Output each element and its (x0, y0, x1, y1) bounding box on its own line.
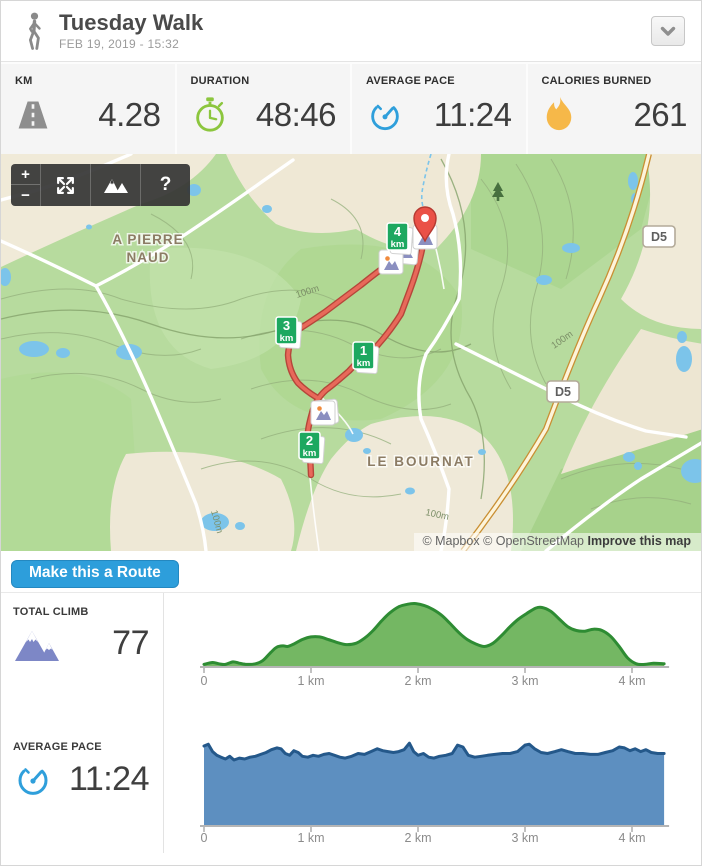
x-axis-tick-label: 3 km (511, 831, 538, 845)
expand-menu-button[interactable] (651, 16, 685, 46)
contour-label-100m: 100m (424, 507, 450, 523)
x-axis-tick-label: 4 km (618, 674, 645, 688)
fullscreen-button[interactable] (40, 164, 90, 206)
chevron-down-icon (660, 26, 676, 36)
svg-text:D5: D5 (555, 385, 571, 399)
x-axis-tick-label: 1 km (297, 674, 324, 688)
walking-activity-icon (29, 12, 41, 50)
page-title: Tuesday Walk (59, 9, 204, 35)
svg-text:km: km (391, 239, 405, 250)
road-shield-d5: D5 (642, 225, 676, 248)
stopwatch-icon (195, 97, 224, 132)
svg-text:2: 2 (306, 433, 313, 448)
make-route-button[interactable]: Make this a Route (11, 560, 179, 588)
actions-row: Make this a Route (1, 551, 701, 592)
stat-value-pace: 11:24 (433, 96, 512, 133)
speedometer-icon (18, 768, 48, 795)
total-climb-value: 77 (112, 624, 149, 662)
x-axis-tick-label: 1 km (297, 831, 324, 845)
stats-bar: KM 4.28 DURATION 48:46 (1, 62, 701, 154)
road-shield-d5: D5 (546, 380, 580, 403)
average-pace-label: AVERAGE PACE (13, 741, 102, 753)
fullscreen-icon (57, 176, 74, 194)
map-canvas[interactable]: 4 km 3 km 1 km 2 km (1, 154, 701, 551)
terrain-button[interactable] (90, 164, 140, 206)
average-pace-panel: AVERAGE PACE 11:24 (1, 707, 164, 853)
svg-text:3: 3 (283, 318, 290, 333)
svg-text:4: 4 (394, 224, 402, 239)
stat-distance: KM 4.28 (1, 64, 175, 154)
km-marker-2: 2 km (298, 431, 326, 465)
total-climb-panel: TOTAL CLIMB 77 (1, 593, 164, 707)
mountains-climb-icon (15, 630, 59, 661)
pace-chart: 0 1 km 2 km 3 km 4 km (200, 741, 670, 845)
road-d5 (460, 154, 652, 551)
osm-attribution-link[interactable]: © OpenStreetMap (483, 534, 585, 548)
x-axis-tick-label: 2 km (404, 831, 431, 845)
stat-value-duration: 48:46 (255, 96, 337, 133)
map-controls: + − ? (11, 164, 190, 206)
stat-label: KM (15, 75, 33, 87)
mountains-icon (103, 179, 128, 193)
zoom-in-button[interactable]: + (11, 164, 40, 185)
stat-average-pace: AVERAGE PACE 11:24 (350, 64, 526, 154)
stat-label: CALORIES BURNED (541, 75, 652, 87)
zoom-out-button[interactable]: − (21, 187, 30, 204)
flame-icon (546, 97, 571, 131)
speedometer-icon (371, 104, 399, 131)
improve-map-link[interactable]: Improve this map (587, 534, 692, 548)
svg-text:1: 1 (360, 343, 367, 358)
x-axis-tick-label: 2 km (404, 674, 431, 688)
svg-text:km: km (280, 333, 294, 344)
average-pace-value: 11:24 (68, 759, 150, 798)
km-marker-4: 4 km (386, 222, 414, 256)
x-axis-tick-label: 0 (201, 831, 208, 845)
tree-icon (492, 182, 504, 201)
svg-text:km: km (303, 448, 317, 459)
svg-text:km: km (357, 358, 371, 369)
km-marker-1: 1 km (352, 341, 380, 375)
activity-date: FEB 19, 2019 - 15:32 (59, 37, 180, 52)
stat-value-calories: 261 (633, 96, 687, 133)
elevation-chart: 0 1 km 2 km 3 km 4 km (200, 602, 670, 688)
mapbox-attribution-link[interactable]: © Mapbox (422, 534, 480, 548)
header-titles: Tuesday Walk FEB 19, 2019 - 15:32 (59, 11, 203, 51)
elevation-chart-wrap: 0 1 km 2 km 3 km 4 km (164, 593, 701, 707)
km-marker-3: 3 km (275, 316, 303, 350)
stat-duration: DURATION 48:46 (174, 64, 351, 154)
pace-chart-wrap: 0 1 km 2 km 3 km 4 km (164, 707, 701, 853)
x-axis-tick-label: 4 km (618, 831, 645, 845)
stream (420, 154, 432, 211)
total-climb-section: TOTAL CLIMB 77 0 1 km 2 km 3 km 4 km (1, 592, 701, 707)
photo-marker[interactable] (310, 398, 340, 426)
map-label-naud: NAUD (127, 250, 170, 265)
stat-value-distance: 4.28 (98, 96, 161, 133)
total-climb-label: TOTAL CLIMB (13, 606, 89, 618)
svg-text:D5: D5 (651, 230, 667, 244)
stat-label: DURATION (190, 75, 250, 87)
header: Tuesday Walk FEB 19, 2019 - 15:32 (1, 1, 701, 62)
map-label-le-bournat: LE BOURNAT (367, 454, 475, 469)
map: 4 km 3 km 1 km 2 km (1, 154, 701, 551)
stat-label: AVERAGE PACE (366, 75, 455, 87)
stat-calories: CALORIES BURNED 261 (525, 64, 702, 154)
bottom-filler (1, 853, 701, 865)
help-button[interactable]: ? (140, 164, 190, 206)
x-axis-tick-label: 0 (201, 674, 208, 688)
map-attribution: © Mapbox © OpenStreetMap Improve this ma… (414, 533, 701, 551)
map-label-a-pierre: A PIERRE (112, 232, 183, 247)
road-icon (18, 101, 48, 129)
average-pace-section: AVERAGE PACE 11:24 0 1 km 2 km 3 km 4 km (1, 707, 701, 853)
finish-pin-icon (413, 206, 437, 243)
x-axis-tick-label: 3 km (511, 674, 538, 688)
